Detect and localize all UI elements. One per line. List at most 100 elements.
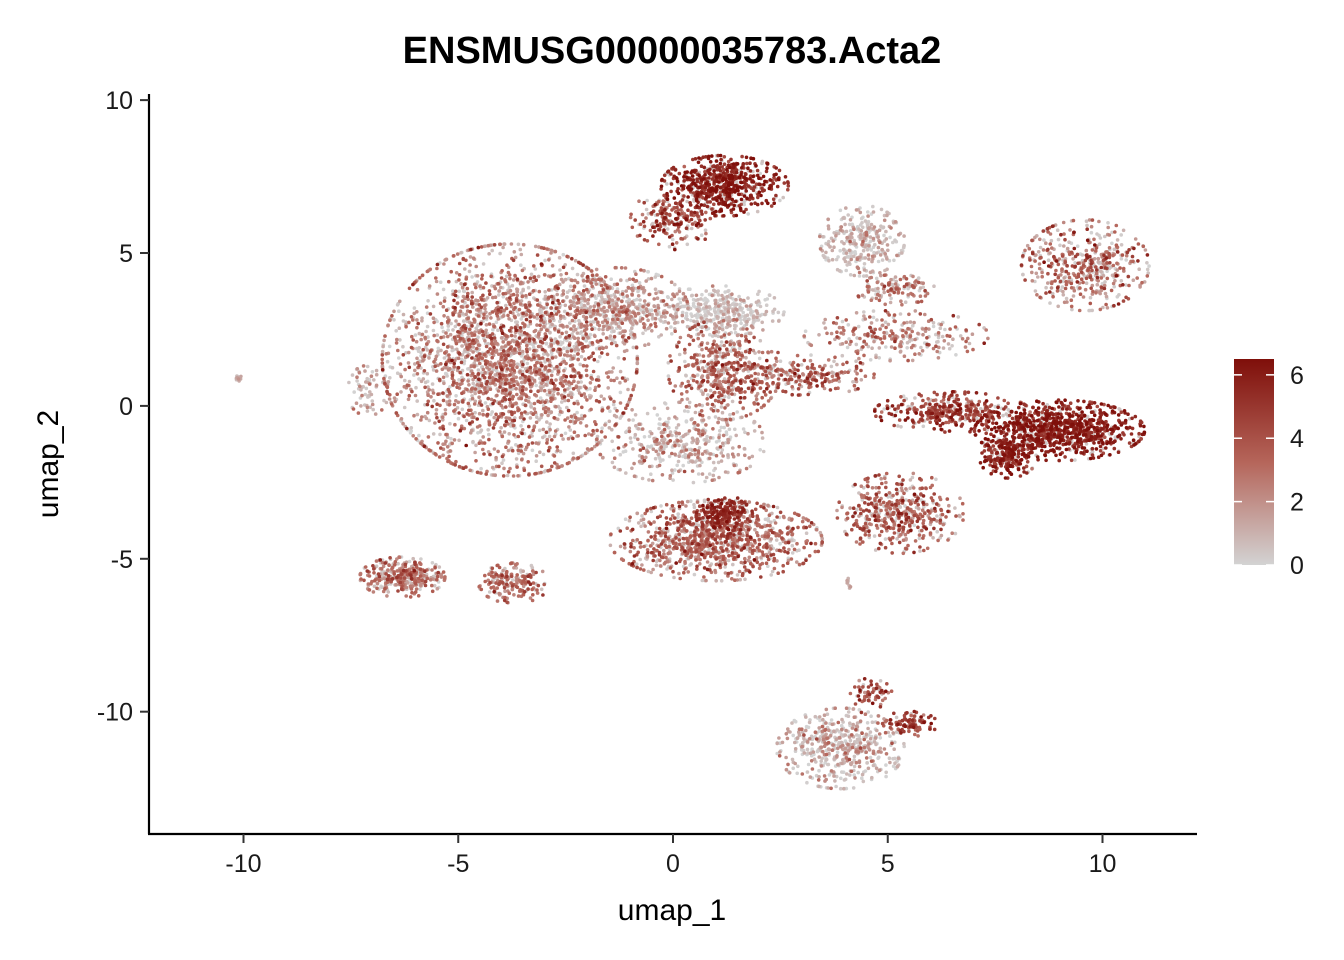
cell-point xyxy=(518,247,523,252)
cell-point xyxy=(695,437,700,442)
cell-point xyxy=(675,292,679,296)
cell-point xyxy=(501,294,506,299)
cell-point xyxy=(1089,230,1094,235)
cell-point xyxy=(432,398,436,403)
cell-point xyxy=(951,337,955,342)
cell-point xyxy=(623,546,627,550)
cell-point xyxy=(808,775,813,779)
cell-point xyxy=(876,259,881,264)
cell-point xyxy=(582,284,587,288)
cell-point xyxy=(839,723,844,728)
cell-point xyxy=(763,517,768,522)
cell-point xyxy=(519,424,523,428)
cell-point xyxy=(848,273,853,277)
cell-point xyxy=(370,370,375,374)
cell-point xyxy=(752,419,757,424)
cell-point xyxy=(885,257,889,261)
cell-point xyxy=(826,747,831,751)
cell-point xyxy=(905,346,909,350)
cell-point xyxy=(834,257,839,262)
cell-point xyxy=(646,342,651,347)
cell-point xyxy=(849,762,853,767)
cell-point xyxy=(898,312,903,316)
cell-point xyxy=(1055,228,1060,232)
cell-point xyxy=(540,569,545,574)
cell-point xyxy=(879,224,883,228)
cell-point xyxy=(512,250,517,254)
cell-point xyxy=(402,405,407,410)
cell-point xyxy=(608,543,613,548)
cell-point xyxy=(778,541,782,546)
cell-point xyxy=(859,216,864,221)
cell-point xyxy=(575,272,580,277)
cell-point xyxy=(1034,253,1038,257)
cell-point xyxy=(529,405,533,409)
cell-point xyxy=(716,370,721,374)
cell-point xyxy=(866,710,870,714)
cell-point xyxy=(847,222,852,227)
cell-point xyxy=(1021,272,1025,277)
cell-point xyxy=(444,257,449,262)
cell-point xyxy=(795,771,799,776)
cell-point xyxy=(534,383,538,388)
cell-point xyxy=(931,536,935,540)
cell-point xyxy=(723,470,728,474)
cell-point xyxy=(542,316,547,321)
cell-point xyxy=(871,204,875,209)
cell-point xyxy=(654,563,659,568)
cell-point xyxy=(372,378,376,382)
cell-point xyxy=(822,713,827,717)
cell-point xyxy=(931,324,936,329)
cell-point xyxy=(645,198,649,203)
cell-point xyxy=(447,399,452,403)
cell-point xyxy=(471,381,476,386)
cell-point xyxy=(778,750,782,754)
cell-point xyxy=(613,295,617,299)
cell-point xyxy=(608,409,612,414)
cell-point xyxy=(787,771,792,775)
cell-point xyxy=(857,356,861,361)
cell-point xyxy=(471,345,476,349)
cell-point xyxy=(649,472,653,477)
cell-point xyxy=(725,294,730,299)
cell-point xyxy=(664,326,669,331)
cell-point xyxy=(513,334,517,338)
cell-point xyxy=(561,252,566,257)
cell-point xyxy=(805,770,810,774)
cell-point xyxy=(905,340,910,345)
cell-point xyxy=(746,296,750,300)
cell-point xyxy=(690,293,694,298)
cell-point xyxy=(722,301,726,306)
cell-point xyxy=(1006,407,1011,412)
cell-point xyxy=(826,762,830,767)
cell-point xyxy=(412,306,417,310)
cell-point xyxy=(561,289,566,293)
cell-point xyxy=(624,471,628,475)
cell-point xyxy=(935,340,939,344)
cell-point xyxy=(677,443,681,448)
cell-point xyxy=(607,426,612,430)
cell-point xyxy=(844,728,848,733)
cell-point xyxy=(500,461,504,466)
cell-point xyxy=(696,332,701,336)
cell-point xyxy=(863,219,868,223)
cell-point xyxy=(665,227,670,231)
cell-point xyxy=(846,213,850,217)
cell-point xyxy=(426,299,430,303)
cell-point xyxy=(425,371,430,376)
cell-point xyxy=(516,242,521,247)
cell-point xyxy=(826,224,831,228)
cell-point xyxy=(355,379,359,383)
cell-point xyxy=(861,248,866,253)
cell-point xyxy=(665,406,670,411)
cell-point xyxy=(749,310,753,315)
cell-point xyxy=(804,531,809,535)
cell-point xyxy=(572,324,576,328)
cell-point xyxy=(573,258,578,263)
cell-point xyxy=(576,336,580,341)
cell-point xyxy=(910,402,915,406)
cell-point xyxy=(908,486,912,491)
cell-point xyxy=(863,245,867,249)
cell-point xyxy=(568,299,573,304)
cell-point xyxy=(668,313,673,318)
